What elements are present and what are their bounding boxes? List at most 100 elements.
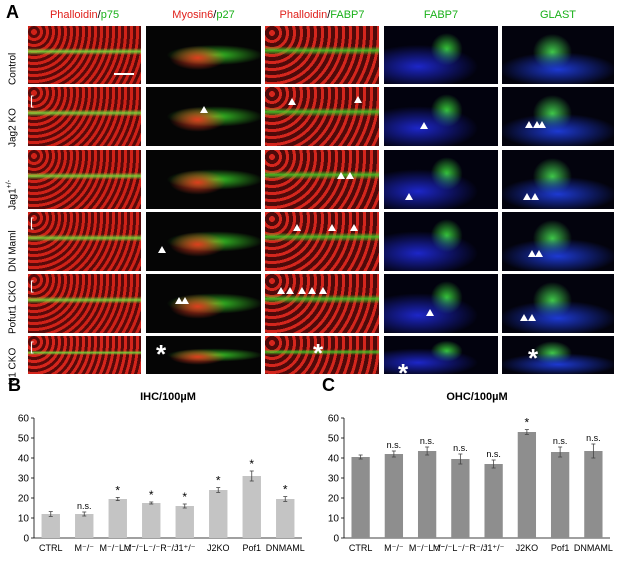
micrograph-tile-r3-c1 — [28, 150, 141, 209]
bar — [142, 503, 161, 538]
significance-label: n.s. — [77, 501, 92, 511]
x-tick-label: CTRL — [349, 543, 373, 553]
micrograph-tile-r6-c5 — [502, 336, 614, 374]
bar — [484, 464, 503, 538]
x-tick-label: CTRL — [39, 543, 63, 553]
asterisk-marker: * — [528, 343, 539, 373]
micrograph-tile-r5-c3 — [265, 274, 379, 333]
y-tick-label: 30 — [18, 474, 30, 485]
row-label: DN Maml — [6, 230, 18, 272]
column-header-stain-2: GLAST — [539, 9, 577, 21]
micrograph-tile-r3-c4 — [384, 150, 498, 209]
arrowhead-icon — [346, 172, 354, 179]
significance-label: * — [525, 416, 530, 430]
y-tick-label: 20 — [328, 494, 340, 505]
arrowhead-icon — [405, 193, 413, 200]
significance-label: n.s. — [387, 440, 402, 450]
bracket-marker: [ — [30, 93, 34, 108]
micrograph-tile-r6-c2 — [146, 336, 261, 374]
arrowhead-icon — [520, 314, 528, 321]
micrograph-tile-r5-c5 — [502, 274, 614, 333]
micrograph-tile-r2-c1 — [28, 87, 141, 146]
micrograph-tile-r1-c2 — [146, 26, 261, 84]
x-tick-label: J2KO — [516, 543, 539, 553]
row-label-text: Control — [7, 52, 19, 85]
row-label-text: DN Maml — [7, 229, 19, 272]
row-label-superscript: +/- — [6, 179, 13, 188]
arrowhead-icon — [523, 193, 531, 200]
micrograph-tile-r5-c4 — [384, 274, 498, 333]
x-tick-label: M⁻/⁻ — [75, 543, 95, 553]
arrowhead-icon — [277, 287, 285, 294]
significance-label: n.s. — [453, 443, 468, 453]
arrowhead-icon — [328, 224, 336, 231]
panel-label-b: B — [8, 375, 21, 395]
bar — [41, 514, 60, 538]
bar — [209, 490, 228, 538]
micrograph-tile-r1-c3 — [265, 26, 379, 84]
asterisk-marker: * — [398, 358, 409, 388]
significance-label: n.s. — [553, 436, 568, 446]
micrograph-tile-r4-c4 — [384, 212, 498, 271]
bracket-marker: [ — [30, 339, 34, 354]
column-header-stain-1: Phalloidin — [279, 9, 328, 21]
micrograph-tile-r6-c1 — [28, 336, 141, 374]
micrograph-tile-r2-c3 — [265, 87, 379, 146]
row-label-text: N1 CKO — [7, 347, 19, 385]
arrowhead-icon — [531, 193, 539, 200]
micrograph-tile-r2-c2 — [146, 87, 261, 146]
bar — [351, 457, 370, 538]
row-label: N1 CKO — [6, 348, 18, 385]
significance-label: * — [182, 490, 187, 504]
micrograph-tile-r4-c1 — [28, 212, 141, 271]
y-tick-label: 0 — [23, 534, 29, 545]
micrograph-tile-r5-c2 — [146, 274, 261, 333]
column-header-stain-1: Phalloidin — [49, 9, 98, 21]
x-tick-label: J1⁺/⁻ — [174, 543, 196, 553]
bar — [75, 514, 94, 538]
significance-label: * — [249, 457, 254, 471]
row-label-text: Jag1 — [7, 187, 19, 210]
arrowhead-icon — [525, 121, 533, 128]
x-tick-label: M⁻/⁻ — [384, 543, 404, 553]
micrograph-tile-r4-c3 — [265, 212, 379, 271]
y-tick-label: 40 — [328, 454, 340, 465]
x-tick-label: M⁻/⁻L⁻/⁻R⁻/⁻ — [433, 543, 488, 553]
y-tick-label: 50 — [328, 434, 340, 445]
arrowhead-icon — [319, 287, 327, 294]
micrograph-tile-r3-c3 — [265, 150, 379, 209]
arrowhead-icon — [350, 224, 358, 231]
bar — [175, 506, 194, 538]
arrowhead-icon — [535, 250, 543, 257]
column-header-stain-2: FABP7 — [330, 9, 365, 21]
arrowhead-icon — [288, 98, 296, 105]
micrograph-tile-r4-c2 — [146, 212, 261, 271]
column-header-separator: / — [327, 9, 331, 21]
x-tick-label: DNMAML — [574, 543, 613, 553]
micrograph-tile-r1-c4 — [384, 26, 498, 84]
significance-label: * — [149, 488, 154, 502]
bracket-marker: [ — [30, 278, 34, 293]
column-header-stain-1: Myosin6 — [172, 9, 214, 21]
significance-label: n.s. — [586, 433, 601, 443]
column-header-separator: / — [97, 9, 101, 21]
ohc-bar-chart: OHC/100µM 0 10 20 30 40 50 60 CTRL n.s. M⁻/⁻ n.s. M⁻… — [328, 391, 613, 553]
arrowhead-icon — [181, 297, 189, 304]
x-tick-label: J2KO — [207, 543, 230, 553]
micrograph-tile-r4-c5 — [502, 212, 614, 271]
row-label-text: Jag2 KO — [7, 107, 19, 147]
row-label: Jag1+/- — [6, 179, 18, 209]
column-header: Myosin6/p27 — [146, 9, 261, 21]
row-label: Jag2 KO — [6, 108, 18, 147]
arrowhead-icon — [538, 121, 546, 128]
arrowhead-icon — [426, 309, 434, 316]
y-tick-label: 60 — [328, 414, 340, 425]
arrowhead-icon — [293, 224, 301, 231]
arrowhead-icon — [354, 96, 362, 103]
bar — [276, 499, 295, 538]
y-tick-label: 60 — [18, 414, 30, 425]
x-tick-label: J1⁺/⁻ — [483, 543, 505, 553]
arrowhead-icon — [298, 287, 306, 294]
y-tick-label: 10 — [18, 514, 30, 525]
arrowhead-icon — [528, 314, 536, 321]
